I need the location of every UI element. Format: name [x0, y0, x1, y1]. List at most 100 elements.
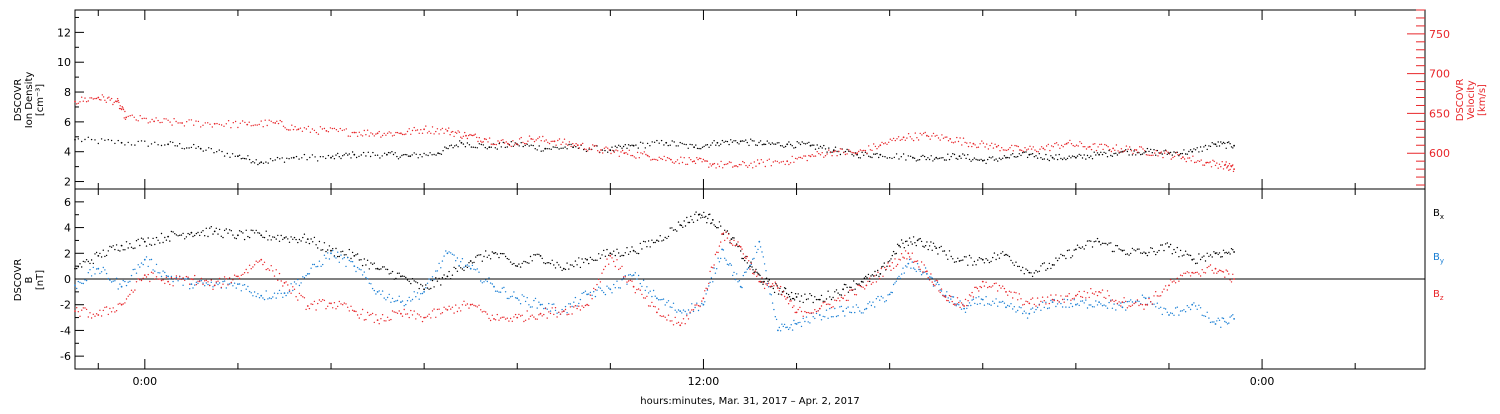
bx-dot: [210, 226, 212, 228]
bz-dot: [473, 304, 475, 307]
density-dot: [689, 143, 691, 146]
velocity-dot: [912, 139, 915, 142]
bx-dot: [360, 259, 362, 261]
bz-dot: [805, 311, 808, 314]
density-dot: [210, 148, 212, 150]
bz-dot: [820, 305, 823, 307]
bz-dot: [1058, 301, 1060, 303]
bz-dot: [343, 302, 345, 304]
bz-dot: [601, 272, 603, 274]
bz-dot: [556, 316, 558, 318]
by-dot: [323, 254, 326, 256]
bz-dot: [1100, 292, 1102, 294]
density-dot: [985, 162, 987, 165]
bz-dot: [573, 306, 575, 308]
by-dot: [606, 285, 608, 287]
bx-dot: [1058, 257, 1060, 259]
bz-dot: [475, 305, 477, 307]
bz-dot: [998, 284, 1001, 287]
bx-dot: [368, 268, 370, 270]
bz-dot: [401, 315, 404, 317]
bz-dot: [82, 307, 85, 309]
bx-dot: [411, 278, 414, 280]
velocity-dot: [121, 106, 123, 108]
by-dot: [659, 299, 661, 301]
density-dot: [322, 156, 324, 158]
density-dot: [202, 150, 204, 152]
bx-dot: [270, 239, 272, 241]
velocity-dot: [358, 131, 360, 133]
by-dot: [561, 308, 563, 311]
bx-dot: [871, 274, 874, 276]
bz-point: [213, 284, 216, 287]
bx-dot: [923, 246, 925, 248]
velocity-dot: [190, 119, 193, 121]
bz-point: [353, 310, 356, 312]
density-dot: [653, 141, 656, 143]
bz-dot: [393, 311, 395, 313]
density-dot: [1035, 155, 1037, 157]
by-dot: [212, 286, 214, 288]
bx-dot: [337, 255, 339, 258]
bx-dot: [857, 283, 859, 285]
velocity-dot: [848, 149, 850, 151]
bz-dot: [872, 281, 874, 284]
velocity-dot: [1217, 167, 1219, 169]
by-dot: [713, 267, 715, 269]
bz-dot: [147, 273, 149, 276]
bz-dot: [589, 294, 592, 296]
bz-dot: [305, 308, 307, 311]
bx-dot: [858, 283, 860, 285]
velocity-dot: [570, 145, 572, 148]
bx-dot: [1224, 252, 1226, 254]
by-dot: [742, 274, 744, 277]
velocity-dot: [159, 121, 161, 124]
bx-dot: [194, 234, 196, 237]
velocity-tick-label: 750: [1429, 28, 1450, 41]
by-dot: [576, 305, 578, 307]
bz-dot: [923, 264, 925, 266]
bx-point: [74, 267, 76, 270]
bz-dot: [840, 296, 843, 298]
bx-dot: [225, 228, 227, 230]
by-dot: [395, 300, 397, 302]
bx-dot: [1169, 243, 1172, 246]
velocity-dot: [743, 162, 745, 164]
velocity-dot: [272, 122, 274, 124]
velocity-dot: [804, 155, 807, 157]
velocity-point: [376, 132, 379, 135]
bx-dot: [114, 248, 116, 251]
bz-dot: [746, 255, 748, 258]
bx-dot: [1151, 247, 1154, 250]
velocity-dot: [469, 133, 471, 136]
bx-dot: [945, 254, 947, 256]
velocity-dot: [952, 142, 955, 144]
velocity-dot: [1022, 150, 1024, 153]
density-dot: [452, 147, 454, 149]
velocity-dot: [1210, 166, 1213, 168]
velocity-dot: [85, 101, 88, 103]
density-dot: [1023, 151, 1025, 153]
velocity-dot: [752, 167, 754, 169]
bz-dot: [717, 251, 719, 254]
by-dot: [84, 279, 86, 281]
bz-dot: [920, 261, 923, 263]
bx-dot: [810, 294, 813, 297]
by-dot: [1189, 308, 1192, 311]
bz-dot: [373, 321, 375, 324]
bz-dot: [606, 258, 608, 260]
velocity-dot: [578, 147, 581, 149]
density-dot: [1048, 159, 1051, 162]
bx-dot: [252, 229, 254, 232]
by-dot: [149, 259, 151, 261]
velocity-dot: [1024, 147, 1026, 149]
bz-dot: [932, 283, 935, 286]
velocity-point: [153, 120, 156, 123]
density-dot: [1222, 141, 1225, 144]
bx-dot: [519, 266, 522, 268]
by-dot: [511, 295, 513, 297]
density-dot: [267, 162, 269, 164]
by-point: [842, 310, 844, 312]
bx-dot: [268, 235, 271, 237]
velocity-dot: [617, 150, 619, 152]
